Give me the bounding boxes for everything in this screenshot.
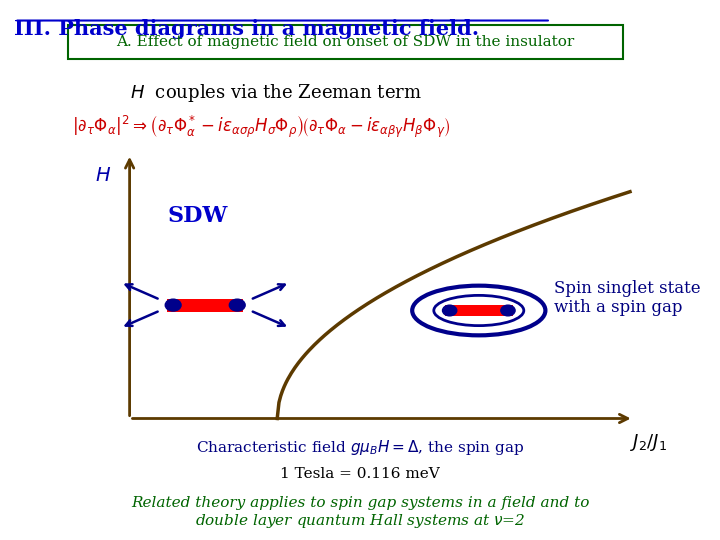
Text: 1 Tesla = 0.116 meV: 1 Tesla = 0.116 meV [280,467,440,481]
Text: III. Phase diagrams in a magnetic field.: III. Phase diagrams in a magnetic field. [14,19,480,39]
Text: $H$: $H$ [96,167,112,185]
Text: Related theory applies to spin gap systems in a field and to
double layer quantu: Related theory applies to spin gap syste… [131,496,589,530]
Bar [445,305,513,316]
Text: $J_2/J_1$: $J_2/J_1$ [630,432,667,453]
FancyBboxPatch shape [68,25,623,59]
Bar [167,299,243,312]
Circle shape [166,299,181,311]
Circle shape [229,299,245,311]
Circle shape [443,305,456,316]
Text: A. Effect of magnetic field on onset of SDW in the insulator: A. Effect of magnetic field on onset of … [117,35,575,49]
Text: Characteristic field $g\mu_B H = \Delta$, the spin gap: Characteristic field $g\mu_B H = \Delta$… [196,438,524,457]
Circle shape [501,305,515,316]
Text: Spin singlet state
with a spin gap: Spin singlet state with a spin gap [554,280,701,316]
Text: SDW: SDW [168,205,228,227]
Text: $|\partial_\tau \Phi_\alpha|^2 \Rightarrow \left(\partial_\tau \Phi^*_\alpha - i: $|\partial_\tau \Phi_\alpha|^2 \Rightarr… [72,113,451,140]
Text: $H$  couples via the Zeeman term: $H$ couples via the Zeeman term [130,82,421,104]
